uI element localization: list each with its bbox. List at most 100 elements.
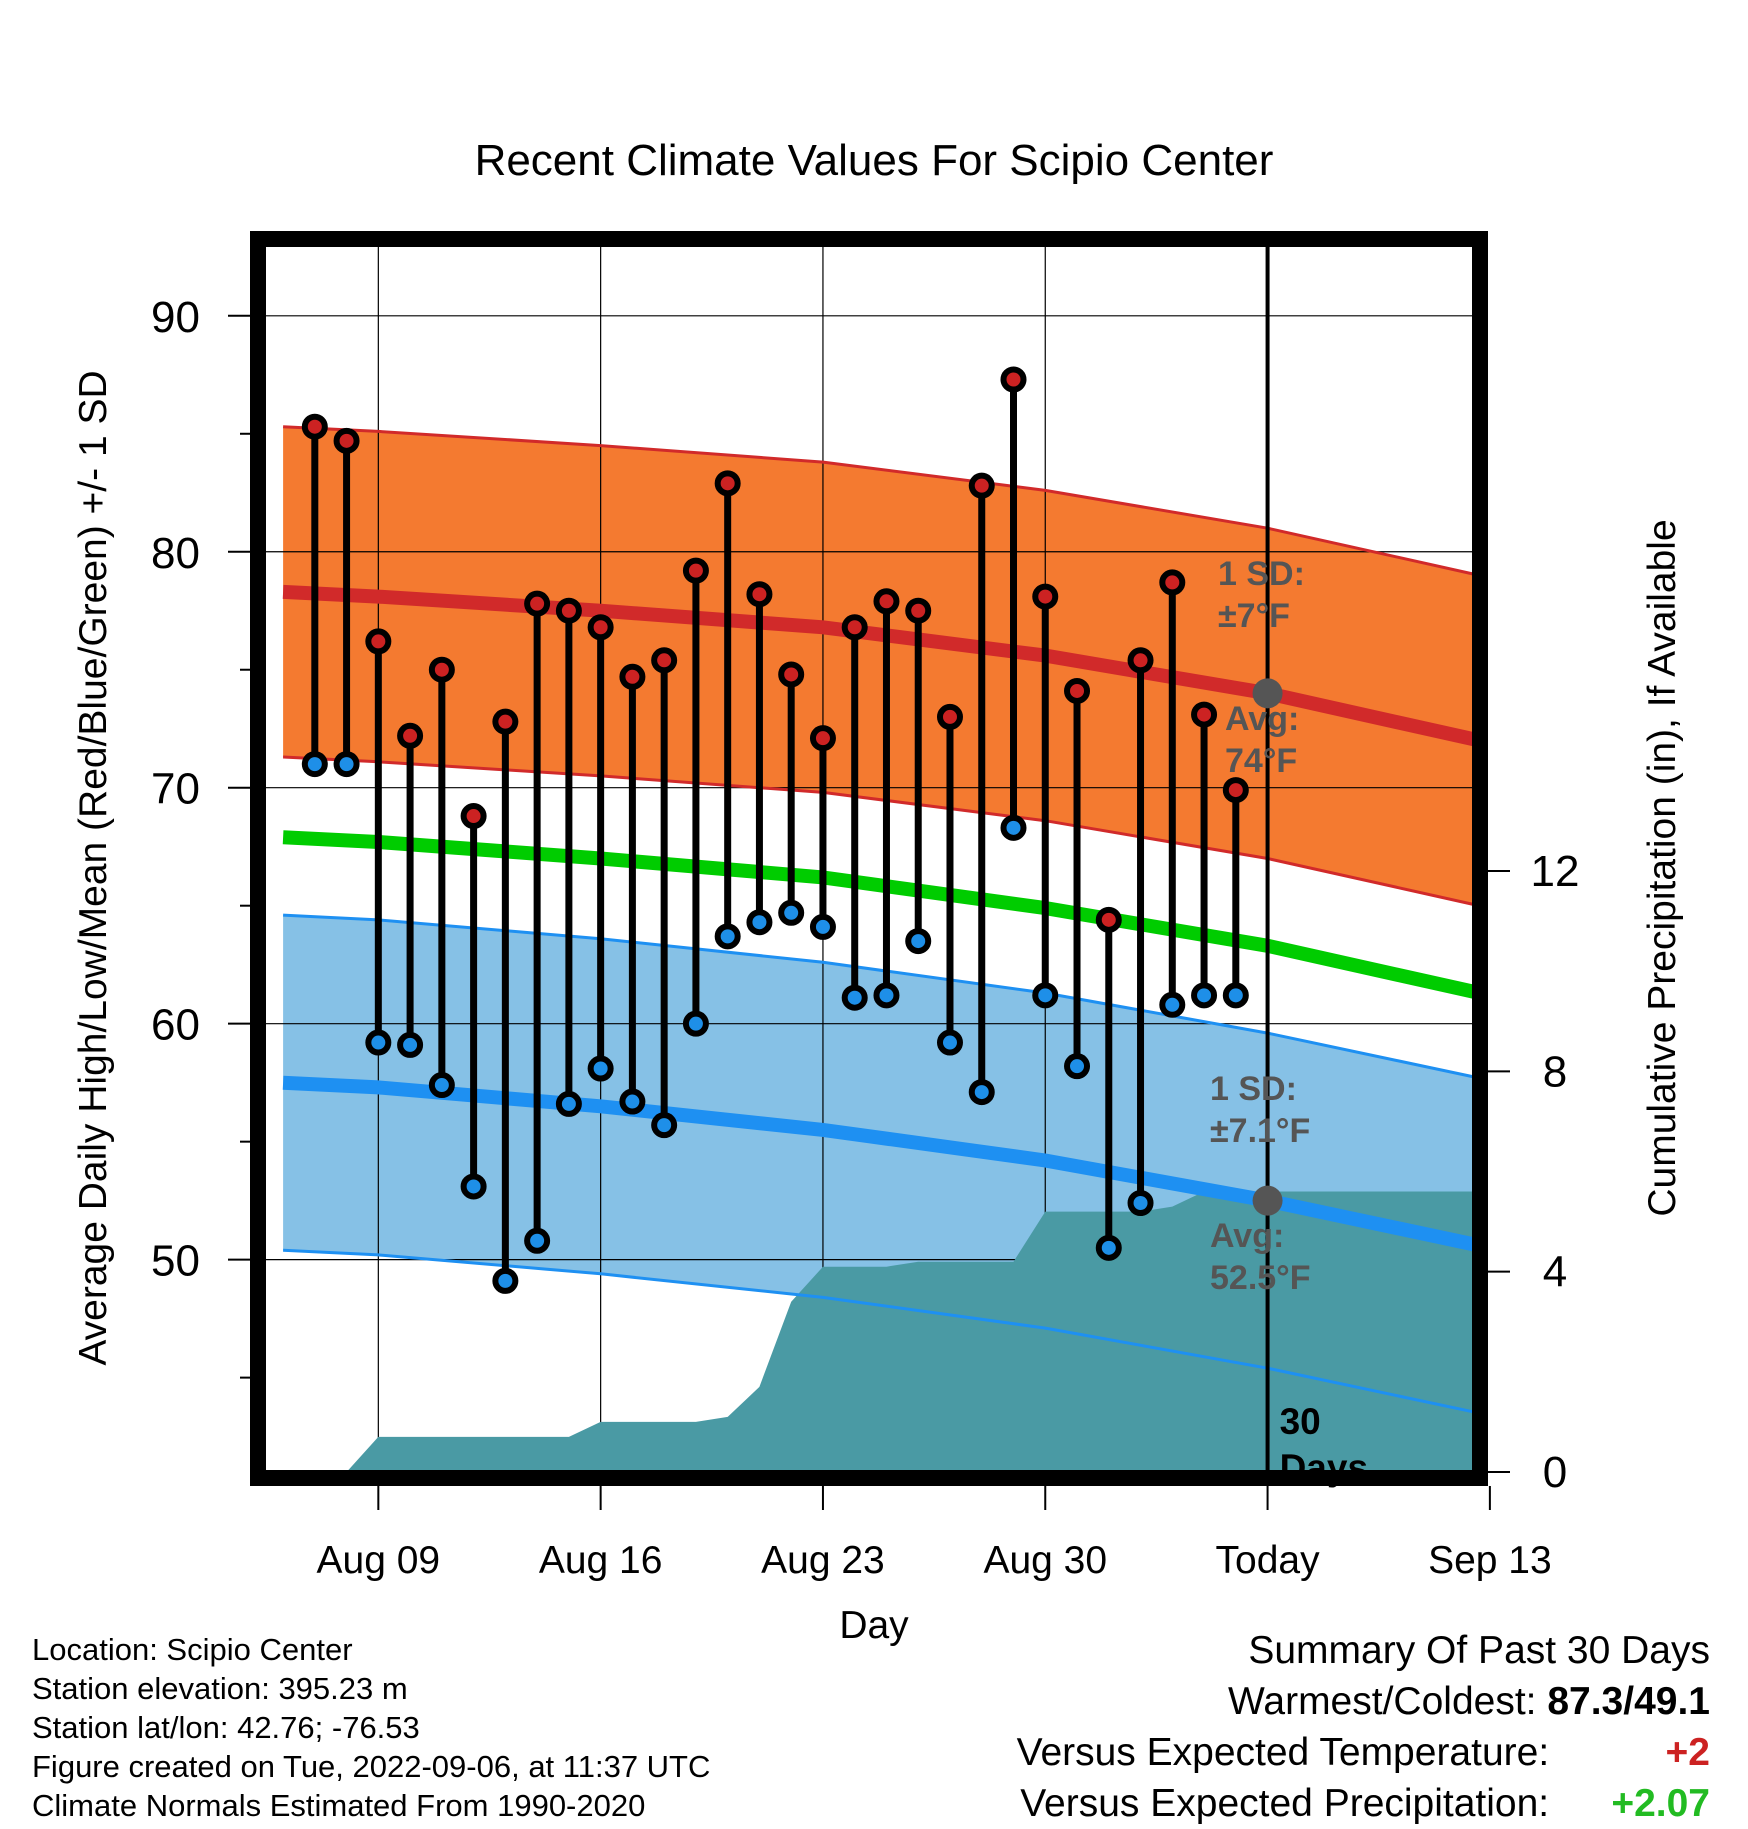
daily-low-point <box>651 1112 678 1139</box>
low-sd-annotation: 1 SD: <box>1210 1070 1297 1108</box>
y2-tick-label: 4 <box>1543 1248 1567 1297</box>
high-lower-sd-line <box>283 755 1474 907</box>
normal-lines <box>282 425 1474 1414</box>
station-info: Location: Scipio Center Station elevatio… <box>32 1630 710 1825</box>
daily-low-point <box>873 982 900 1009</box>
low-avg-annotation: 52.5°F <box>1210 1259 1311 1297</box>
daily-high-point <box>524 590 551 617</box>
daily-high-point <box>1127 647 1154 674</box>
temperature-bars <box>301 366 1249 1294</box>
low-lower-sd-line <box>283 1248 1474 1414</box>
daily-low-point <box>905 928 932 955</box>
high-sd-annotation: ±7°F <box>1218 597 1290 635</box>
plot-frame <box>250 231 1488 1486</box>
daily-low-point <box>936 1029 963 1056</box>
daily-high-point <box>492 708 519 735</box>
x-tick-label: Today <box>1216 1539 1321 1582</box>
today-days-label: 30 <box>1280 1401 1321 1442</box>
daily-low-point <box>1032 982 1059 1009</box>
x-tick-label: Aug 16 <box>539 1539 663 1582</box>
daily-high-point <box>619 663 646 690</box>
daily-high-point <box>682 557 709 584</box>
daily-high-point <box>301 413 328 440</box>
y-tick-label: 60 <box>151 1001 200 1050</box>
x-axis-label: Day <box>839 1604 909 1647</box>
y-tick-label: 80 <box>151 529 200 578</box>
daily-low-point <box>555 1090 582 1117</box>
temp-vs-expected-value: +2 <box>1665 1731 1710 1774</box>
y-tick-label: 50 <box>151 1237 200 1286</box>
daily-low-point <box>968 1079 995 1106</box>
temp-vs-expected-label: Versus Expected Temperature: <box>1016 1731 1550 1774</box>
daily-low-point <box>365 1029 392 1056</box>
warmest-coldest-value: 87.3/49.1 <box>1547 1680 1710 1723</box>
daily-low-point <box>682 1010 709 1037</box>
normals-text: Climate Normals Estimated From 1990-2020 <box>32 1788 646 1823</box>
daily-high-point <box>1191 701 1218 728</box>
low-avg-annotation: Avg: <box>1210 1217 1284 1255</box>
normal-low-line <box>282 1075 1474 1252</box>
daily-high-point <box>841 614 868 641</box>
daily-high-point <box>428 656 455 683</box>
daily-low-point <box>746 909 773 936</box>
y2-tick-label: 12 <box>1531 847 1580 896</box>
chart-title: Recent Climate Values For Scipio Center <box>475 136 1274 185</box>
daily-low-point <box>333 751 360 778</box>
precip-vs-expected-value: +2.07 <box>1611 1782 1710 1825</box>
daily-high-point <box>905 597 932 624</box>
daily-low-point <box>1222 982 1249 1009</box>
location-text: Location: Scipio Center <box>32 1632 353 1667</box>
daily-high-point <box>746 581 773 608</box>
daily-high-point <box>1032 583 1059 610</box>
high-avg-annotation: 74°F <box>1225 742 1297 780</box>
y2-axis-label: Cumulative Precipitation (in), If Availa… <box>1641 519 1684 1216</box>
precip-area <box>314 1191 1474 1472</box>
high-upper-sd-line <box>283 425 1474 576</box>
high-sd-annotation: 1 SD: <box>1218 555 1305 593</box>
daily-high-point <box>968 472 995 499</box>
high-avg-annotation: Avg: <box>1225 700 1299 738</box>
daily-high-point <box>873 588 900 615</box>
latlon-text: Station lat/lon: 42.76; -76.53 <box>32 1710 420 1745</box>
x-tick-label: Aug 23 <box>761 1539 885 1582</box>
annotations: 1 SD: ±7°F Avg: 74°F 1 SD: ±7.1°F Avg: 52.5°F <box>1210 555 1311 1297</box>
daily-low-point <box>1127 1190 1154 1217</box>
y-tick-label: 90 <box>151 293 200 342</box>
daily-low-point <box>492 1267 519 1294</box>
warmest-coldest-label: Warmest/Coldest: <box>1228 1680 1537 1723</box>
daily-low-point <box>428 1072 455 1099</box>
low-sd-annotation: ±7.1°F <box>1210 1112 1310 1150</box>
today-high-avg-marker <box>1252 678 1283 709</box>
daily-low-point <box>714 923 741 950</box>
daily-high-point <box>460 803 487 830</box>
low-upper-sd-line <box>283 913 1474 1079</box>
precip-vs-expected-label: Versus Expected Precipitation: <box>1020 1782 1550 1825</box>
daily-high-point <box>1159 569 1186 596</box>
precip-vs-expected-row: Versus Expected Precipitation: +2.07 <box>1017 1778 1710 1829</box>
daily-high-point <box>1222 777 1249 804</box>
x-tick-label: Sep 13 <box>1428 1539 1552 1582</box>
plot-border <box>250 231 1488 1486</box>
x-tick-label: Aug 30 <box>983 1539 1107 1582</box>
normal-high-line <box>282 584 1474 747</box>
daily-high-point <box>714 470 741 497</box>
daily-low-point <box>619 1088 646 1115</box>
warmest-coldest-row: Warmest/Coldest: 87.3/49.1 <box>1017 1676 1710 1727</box>
daily-low-point <box>1064 1053 1091 1080</box>
daily-low-point <box>778 899 805 926</box>
summary-title: Summary Of Past 30 Days <box>1248 1629 1710 1672</box>
daily-high-point <box>365 628 392 655</box>
temp-vs-expected-row: Versus Expected Temperature: +2 <box>1017 1727 1710 1778</box>
y-tick-label: 70 <box>151 765 200 814</box>
daily-low-point <box>460 1173 487 1200</box>
elevation-text: Station elevation: 395.23 m <box>32 1671 408 1706</box>
created-text: Figure created on Tue, 2022-09-06, at 11… <box>32 1749 711 1784</box>
daily-low-point <box>1095 1234 1122 1261</box>
daily-low-point <box>1191 982 1218 1009</box>
daily-high-point <box>587 614 614 641</box>
daily-high-point <box>778 661 805 688</box>
daily-high-point <box>1095 906 1122 933</box>
today-low-avg-marker <box>1252 1185 1283 1216</box>
daily-low-point <box>841 984 868 1011</box>
daily-high-point <box>651 647 678 674</box>
